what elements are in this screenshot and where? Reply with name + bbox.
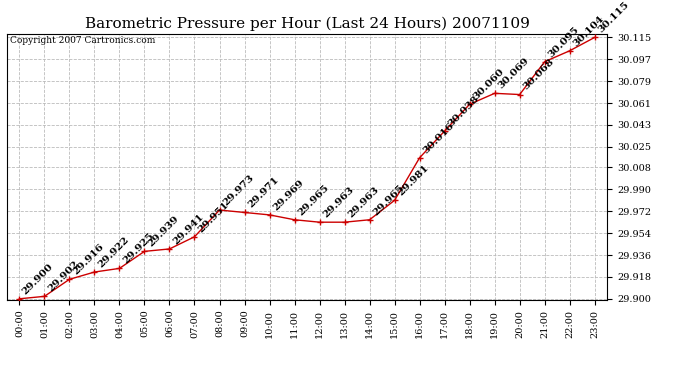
Text: 29.973: 29.973 xyxy=(221,173,255,207)
Text: 29.916: 29.916 xyxy=(71,242,106,276)
Text: Copyright 2007 Cartronics.com: Copyright 2007 Cartronics.com xyxy=(10,36,155,45)
Text: 29.900: 29.900 xyxy=(21,261,55,296)
Text: 29.939: 29.939 xyxy=(146,214,180,249)
Text: 30.104: 30.104 xyxy=(571,13,606,48)
Text: 29.981: 29.981 xyxy=(396,163,431,198)
Text: 30.115: 30.115 xyxy=(596,0,631,34)
Text: 29.963: 29.963 xyxy=(321,185,355,219)
Text: 29.922: 29.922 xyxy=(96,235,130,269)
Text: 30.068: 30.068 xyxy=(521,57,555,92)
Text: 29.925: 29.925 xyxy=(121,231,155,266)
Text: 29.941: 29.941 xyxy=(171,212,205,246)
Text: 30.016: 30.016 xyxy=(421,120,455,155)
Text: 29.951: 29.951 xyxy=(196,200,230,234)
Title: Barometric Pressure per Hour (Last 24 Hours) 20071109: Barometric Pressure per Hour (Last 24 Ho… xyxy=(85,17,529,31)
Text: 30.038: 30.038 xyxy=(446,94,480,128)
Text: 29.965: 29.965 xyxy=(296,183,331,217)
Text: 30.060: 30.060 xyxy=(471,67,506,102)
Text: 30.069: 30.069 xyxy=(496,56,531,90)
Text: 30.095: 30.095 xyxy=(546,24,580,59)
Text: 29.963: 29.963 xyxy=(346,185,380,219)
Text: 29.969: 29.969 xyxy=(271,178,305,212)
Text: 29.902: 29.902 xyxy=(46,259,80,294)
Text: 29.971: 29.971 xyxy=(246,175,280,210)
Text: 29.965: 29.965 xyxy=(371,183,405,217)
